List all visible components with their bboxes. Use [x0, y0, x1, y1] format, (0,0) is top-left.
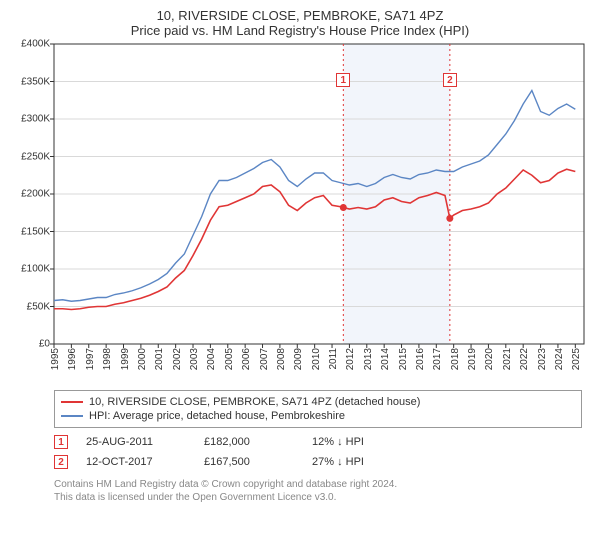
series-property	[54, 169, 575, 309]
y-tick-label: £0	[39, 339, 50, 350]
sale-callout: 2	[443, 73, 457, 87]
sales-table: 1 25-AUG-2011 £182,000 12% ↓ HPI 2 12-OCT-201…	[54, 432, 582, 472]
sale-price: £182,000	[204, 436, 294, 448]
legend-row: 10, RIVERSIDE CLOSE, PEMBROKE, SA71 4PZ …	[61, 395, 575, 409]
y-tick-label: £100K	[21, 264, 50, 275]
sale-row: 1 25-AUG-2011 £182,000 12% ↓ HPI	[54, 432, 582, 452]
chart-area: £0£50K£100K£150K£200K£250K£300K£350K£400…	[10, 44, 590, 384]
y-tick-label: £300K	[21, 114, 50, 125]
sale-date: 25-AUG-2011	[86, 436, 186, 448]
y-tick-label: £50K	[27, 301, 50, 312]
y-tick-label: £400K	[21, 39, 50, 50]
y-tick-label: £150K	[21, 226, 50, 237]
sale-row-marker: 1	[54, 435, 68, 449]
sale-point	[446, 215, 453, 222]
footer-line-1: Contains HM Land Registry data © Crown c…	[54, 478, 582, 491]
sale-row: 2 12-OCT-2017 £167,500 27% ↓ HPI	[54, 452, 582, 472]
legend: 10, RIVERSIDE CLOSE, PEMBROKE, SA71 4PZ …	[54, 390, 582, 428]
chart-title-address: 10, RIVERSIDE CLOSE, PEMBROKE, SA71 4PZ	[10, 8, 590, 23]
chart-subtitle: Price paid vs. HM Land Registry's House …	[10, 23, 590, 38]
y-tick-label: £350K	[21, 76, 50, 87]
series-hpi	[54, 91, 575, 302]
legend-row: HPI: Average price, detached house, Pemb…	[61, 409, 575, 423]
legend-swatch	[61, 415, 83, 417]
y-tick-label: £200K	[21, 189, 50, 200]
legend-swatch	[61, 401, 83, 403]
sale-row-marker: 2	[54, 455, 68, 469]
y-axis: £0£50K£100K£150K£200K£250K£300K£350K£400…	[10, 44, 54, 344]
chart-container: 10, RIVERSIDE CLOSE, PEMBROKE, SA71 4PZ …	[0, 0, 600, 560]
x-tick-label: 2025	[571, 348, 600, 370]
sale-delta: 12% ↓ HPI	[312, 436, 364, 448]
footer: Contains HM Land Registry data © Crown c…	[54, 478, 582, 504]
plot-area: 12	[54, 44, 584, 344]
footer-line-2: This data is licensed under the Open Gov…	[54, 491, 582, 504]
legend-label: HPI: Average price, detached house, Pemb…	[89, 410, 345, 422]
y-tick-label: £250K	[21, 151, 50, 162]
sale-date: 12-OCT-2017	[86, 456, 186, 468]
sale-point	[340, 204, 347, 211]
sale-price: £167,500	[204, 456, 294, 468]
legend-label: 10, RIVERSIDE CLOSE, PEMBROKE, SA71 4PZ …	[89, 396, 420, 408]
sale-delta: 27% ↓ HPI	[312, 456, 364, 468]
x-axis: 1995199619971998199920002001200220032004…	[54, 344, 584, 384]
sale-callout: 1	[336, 73, 350, 87]
plot-svg	[54, 44, 584, 344]
